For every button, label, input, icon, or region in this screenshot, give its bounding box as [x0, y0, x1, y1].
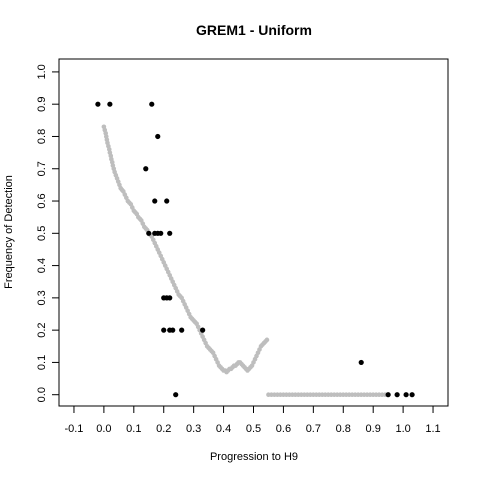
black-point: [409, 392, 415, 398]
black-point: [167, 295, 173, 301]
black-point: [167, 230, 173, 236]
y-tick-label: 0.4: [36, 258, 48, 273]
y-tick-label: 1.0: [36, 64, 48, 79]
chart-title: GREM1 - Uniform: [196, 22, 312, 38]
y-tick-label: 0.1: [36, 355, 48, 370]
x-tick-label: 0.6: [276, 423, 291, 435]
plot-area-frame: [58, 58, 449, 407]
black-point: [358, 359, 364, 366]
y-tick-label: 0.2: [36, 322, 48, 337]
x-axis-label: Progression to H9: [210, 451, 298, 463]
y-tick-label: 0.8: [36, 129, 48, 144]
x-tick-label: 1.1: [425, 423, 440, 435]
black-point: [179, 327, 185, 333]
y-tick-label: 0.0: [36, 387, 48, 402]
x-tick-label: 0.1: [126, 423, 141, 435]
x-tick-label: 0.0: [96, 423, 111, 435]
black-point: [385, 392, 391, 398]
black-point: [155, 133, 161, 140]
black-point: [161, 327, 167, 333]
y-axis-label: Frequency of Detection: [3, 175, 15, 289]
black-point: [146, 230, 152, 236]
black-point: [152, 198, 158, 204]
black-point: [158, 230, 164, 236]
x-tick-label: 0.4: [216, 423, 231, 435]
y-tick-label: 0.5: [36, 226, 48, 241]
black-point: [173, 392, 179, 398]
black-point: [403, 392, 409, 398]
x-tick-label: 1.0: [395, 423, 410, 435]
black-point: [394, 392, 400, 398]
black-point: [149, 101, 155, 107]
y-tick-label: 0.3: [36, 290, 48, 305]
x-tick-label: 0.9: [366, 423, 381, 435]
black-point: [107, 101, 113, 107]
y-tick-label: 0.7: [36, 161, 48, 176]
x-axis: -0.1 0.0 0.1 0.2 0.3 0.4 0.5 0.6 0.7 0.8 0.9 1.0 1.1: [64, 406, 441, 435]
y-tick-label: 0.6: [36, 193, 48, 208]
y-tick-label: 0.9: [36, 97, 48, 112]
black-point: [170, 327, 176, 333]
black-point: [200, 327, 206, 333]
black-point: [95, 101, 101, 107]
black-point: [164, 198, 170, 204]
y-axis: 0.0 0.1 0.2 0.3 0.4 0.5 0.6 0.7 0.8 0.9 1.0: [36, 64, 59, 402]
x-tick-label: 0.2: [156, 423, 171, 435]
x-tick-label: -0.1: [64, 423, 83, 435]
black-point: [143, 166, 149, 172]
gray-point: [264, 337, 270, 343]
x-tick-label: 0.7: [306, 423, 321, 435]
x-tick-label: 0.5: [246, 423, 261, 435]
x-tick-label: 0.3: [186, 423, 201, 435]
x-tick-label: 0.8: [336, 423, 351, 435]
data-points: [95, 101, 415, 398]
